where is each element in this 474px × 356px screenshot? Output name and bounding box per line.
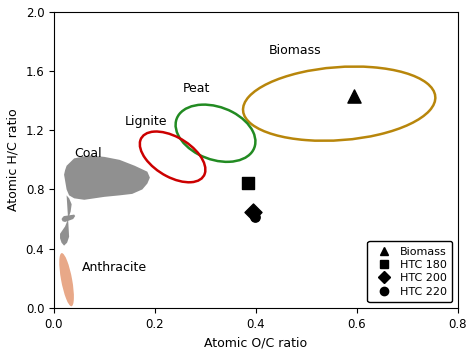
Point: [245, 180, 252, 185]
Legend: Biomass, HTC 180, HTC 200, HTC 220: Biomass, HTC 180, HTC 200, HTC 220: [367, 241, 452, 302]
X-axis label: Atomic O/C ratio: Atomic O/C ratio: [204, 336, 308, 349]
Point: [351, 93, 358, 99]
Polygon shape: [60, 195, 72, 246]
Ellipse shape: [59, 253, 74, 306]
Text: Anthracite: Anthracite: [82, 261, 147, 274]
Point: [250, 210, 257, 215]
Y-axis label: Atomic H/C ratio: Atomic H/C ratio: [7, 109, 20, 211]
Point: [251, 214, 259, 220]
Text: Coal: Coal: [74, 147, 102, 161]
Polygon shape: [62, 215, 75, 222]
Polygon shape: [64, 156, 150, 200]
Text: Peat: Peat: [182, 82, 210, 95]
Text: Biomass: Biomass: [268, 44, 321, 57]
Text: Lignite: Lignite: [125, 115, 167, 128]
